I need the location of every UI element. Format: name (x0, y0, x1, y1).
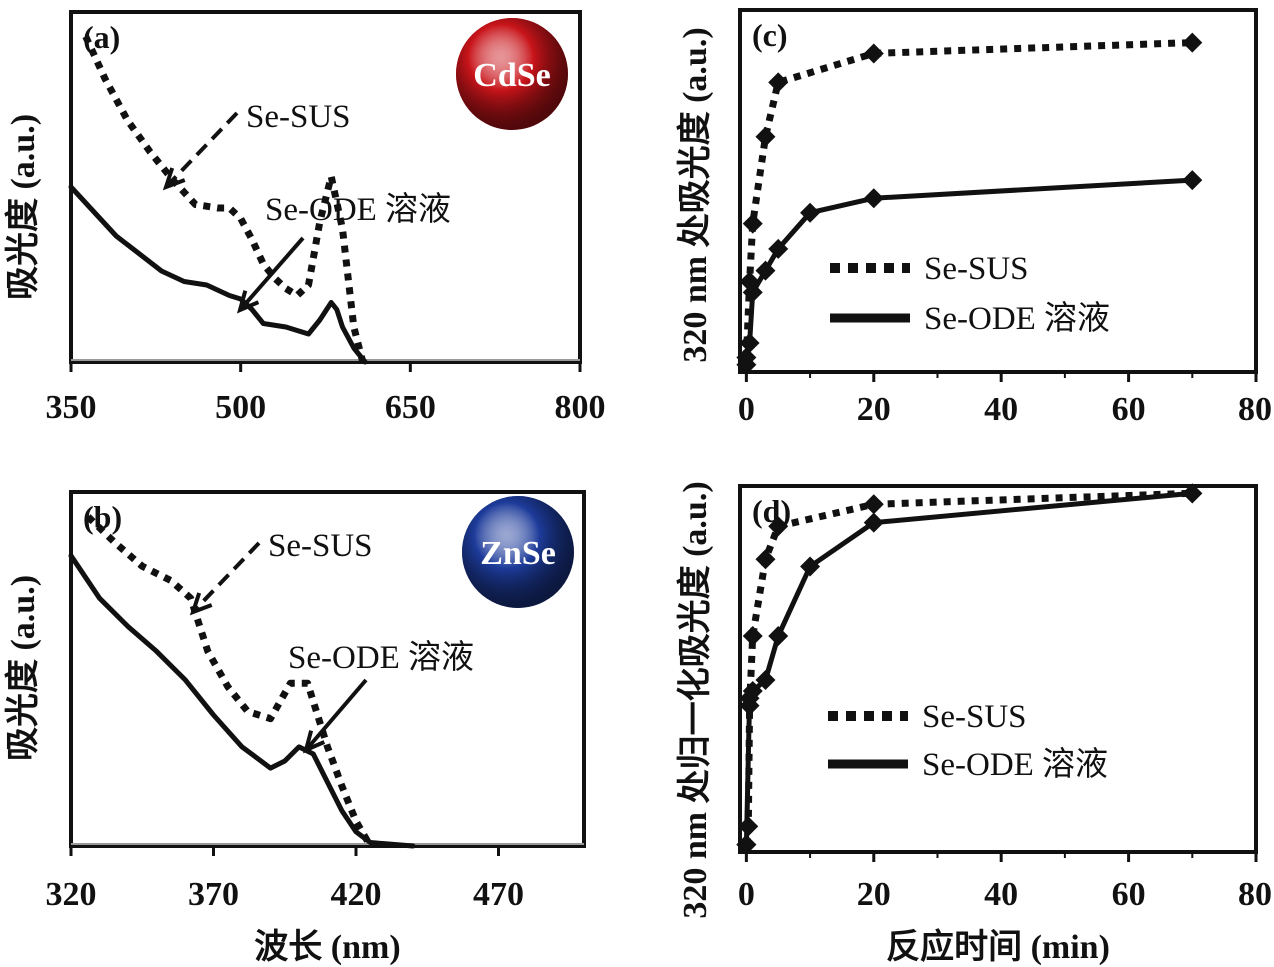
data-point (742, 626, 763, 647)
legend: Se-SUS Se-ODE 溶液 (830, 251, 1110, 337)
x-tick-label: 0 (738, 391, 755, 428)
data-point (768, 72, 789, 93)
data-point (800, 202, 821, 223)
data-point (755, 260, 776, 281)
x-tick-label: 500 (215, 389, 266, 426)
x-tick-label: 350 (46, 389, 97, 426)
legend-label: Se-ODE 溶液 (922, 746, 1108, 783)
chart-panel-c: (c) 0 20 40 60 80 320 nm 处吸光度 (a.u.) Se-SUS Se-O… (676, 8, 1272, 428)
x-tick-label: 800 (555, 389, 606, 426)
data-point (755, 126, 776, 147)
annotation-arrowhead (162, 167, 186, 191)
x-tick-label: 60 (1112, 391, 1146, 428)
data-point (755, 669, 776, 690)
annotation-label: Se-ODE 溶液 (265, 191, 451, 228)
plot-frame (738, 8, 1258, 374)
y-axis-title: 320 nm 处归一化吸光度 (a.u.) (676, 481, 714, 918)
x-tick-label: 650 (385, 389, 436, 426)
x-tick-label: 320 (46, 876, 97, 913)
legend-label: Se-SUS (924, 251, 1029, 287)
x-tick-label: 0 (738, 876, 755, 913)
data-point (736, 834, 757, 855)
plot-frame (69, 490, 586, 848)
legend-label: Se-ODE 溶液 (924, 300, 1110, 337)
annotation-arrow (238, 236, 305, 312)
x-tick-label: 40 (984, 876, 1018, 913)
x-tick-label: 20 (857, 876, 891, 913)
x-tick-label: 470 (473, 876, 524, 913)
annotation-arrowhead (236, 290, 260, 314)
x-axis-title: 反应时间 (min) (886, 928, 1110, 966)
x-tick-label: 80 (1238, 876, 1272, 913)
data-point (768, 238, 789, 259)
data-point (736, 354, 757, 375)
legend: Se-SUS Se-ODE 溶液 (828, 699, 1108, 783)
data-point (1182, 170, 1203, 191)
data-point (863, 43, 884, 64)
data-point (768, 626, 789, 647)
x-axis-title: 波长 (nm) (254, 928, 400, 966)
data-point (1182, 32, 1203, 53)
x-tick-label: 420 (331, 876, 382, 913)
y-axis-title: 吸光度 (a.u.) (4, 114, 42, 300)
series-line-se-sus (82, 35, 367, 363)
badge-shading (462, 496, 574, 608)
annotation-arrow (164, 111, 239, 189)
data-point (755, 549, 776, 570)
data-point (800, 556, 821, 577)
series-line-se-ode (68, 184, 368, 365)
annotation-arrow (191, 541, 261, 614)
legend-label: Se-SUS (922, 699, 1027, 735)
annotation-arrowhead (189, 592, 213, 616)
badge-shading (456, 18, 568, 130)
badge-text: ZnSe (480, 535, 556, 572)
series-line-se-ode (743, 490, 1195, 848)
annotation-label: Se-SUS (268, 528, 373, 564)
series-line-se-sus (85, 514, 374, 848)
data-point (768, 516, 789, 537)
data-point (739, 333, 760, 354)
annotation-label: Se-SUS (246, 99, 351, 135)
series-line-se-sus (742, 489, 1193, 846)
x-tick-label: 20 (857, 391, 891, 428)
series-line-se-ode (68, 553, 416, 849)
panel-label: (c) (752, 17, 788, 53)
x-tick-label: 370 (188, 876, 239, 913)
annotation-label: Se-ODE 溶液 (288, 639, 474, 676)
y-axis-title: 吸光度 (a.u.) (4, 575, 42, 761)
data-point (742, 213, 763, 234)
data-point (863, 494, 884, 515)
annotation-arrow (304, 678, 368, 752)
badge-text: CdSe (473, 57, 550, 94)
plot-frame (738, 484, 1258, 854)
annotation-arrowhead (303, 730, 326, 754)
data-point (742, 680, 763, 701)
data-point (863, 188, 884, 209)
x-tick-label: 40 (984, 391, 1018, 428)
x-tick-label: 60 (1112, 876, 1146, 913)
y-axis-title: 320 nm 处吸光度 (a.u.) (676, 27, 714, 362)
data-point (863, 512, 884, 533)
data-point (742, 282, 763, 303)
data-point (1182, 483, 1203, 504)
x-tick-label: 80 (1238, 391, 1272, 428)
